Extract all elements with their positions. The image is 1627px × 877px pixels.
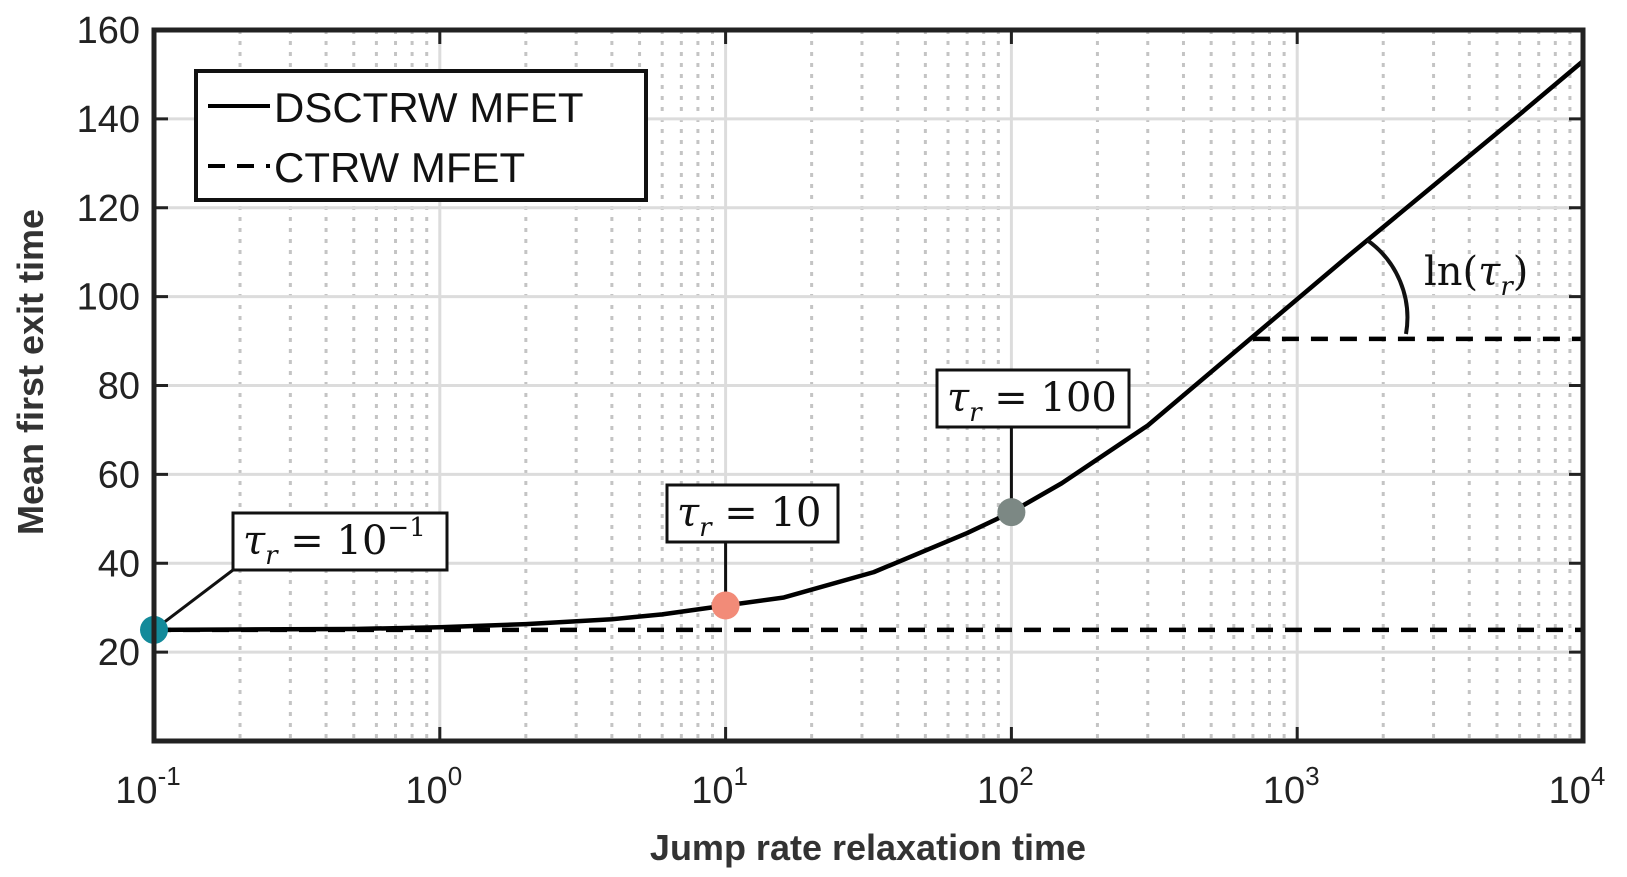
annotation-leader (153, 568, 234, 632)
annotation-label: τr = 10 (677, 490, 821, 543)
annotation-box (231, 511, 449, 572)
slope-arc (1365, 238, 1410, 335)
y-tick-label: 20 (98, 632, 140, 674)
x-tick-label: 101 (691, 761, 748, 812)
x-tick-label: 10-1 (115, 761, 180, 812)
y-tick-label: 100 (77, 277, 140, 319)
y-tick-label: 140 (77, 99, 140, 141)
x-tick-label: 102 (977, 761, 1034, 812)
x-tick-label: 103 (1263, 761, 1320, 812)
annotation-box (665, 483, 840, 544)
legend: DSCTRW MFET CTRW MFET (194, 69, 648, 202)
data-marker (711, 591, 740, 620)
y-tick-label: 60 (98, 454, 140, 496)
annotation-box (935, 368, 1131, 429)
y-tick-label: 80 (98, 366, 140, 408)
y-tick-label: 40 (98, 543, 140, 585)
ticks-layer: 20 40 60 80 100 120 140 160 10-1 100 101 102 103 104 (77, 10, 1606, 812)
annotation-label: τr = 10−1 (243, 513, 426, 571)
y-tick-label: 120 (77, 188, 140, 230)
annotation-label: τr = 100 (947, 375, 1117, 428)
y-tick-label: 160 (77, 10, 140, 52)
x-tick-label: 104 (1549, 761, 1606, 812)
markers-layer: τr = 10−1 τr = 10 τr = 100 (140, 368, 1131, 644)
slope-annotation: ln(τr) (1365, 238, 1528, 335)
x-tick-label: 100 (405, 761, 462, 812)
x-axis-title: Jump rate relaxation time (650, 827, 1086, 868)
slope-label: ln(τr) (1424, 249, 1528, 302)
legend-box (194, 69, 648, 202)
series-layer (153, 59, 1585, 633)
series-line-dsctrw (153, 59, 1585, 633)
y-axis-title: Mean first exit time (10, 209, 51, 535)
data-marker (997, 498, 1026, 527)
legend-entry-dsctrw: DSCTRW MFET (274, 84, 584, 131)
legend-entry-ctrw: CTRW MFET (274, 144, 525, 191)
